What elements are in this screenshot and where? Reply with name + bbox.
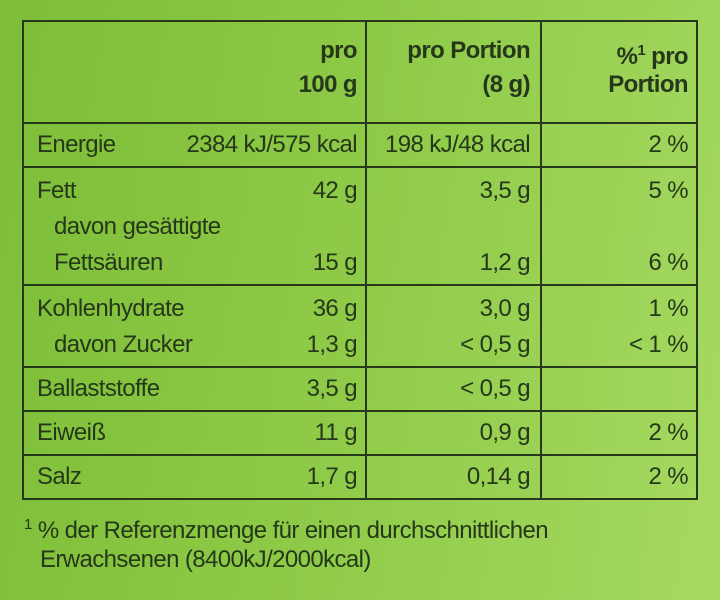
per-portion: 198 kJ/48 kcal <box>384 131 531 158</box>
row-label: Salz <box>37 463 82 490</box>
per-100g: 36 g <box>312 295 358 322</box>
row-line <box>24 454 696 456</box>
footnote-text: % der Referenzmenge für einen durchschni… <box>31 517 549 544</box>
per-100g: 42 g <box>312 177 358 204</box>
percent: 2 % <box>648 463 688 490</box>
footnote-mark: 1 <box>24 516 32 533</box>
row-line <box>24 284 696 286</box>
percent: 2 % <box>648 419 688 446</box>
column-line <box>540 22 542 498</box>
header-per-portion: (8 g) <box>482 71 530 98</box>
header-percent-part: pro <box>645 43 688 70</box>
per-portion: 3,0 g <box>479 295 531 322</box>
percent: < 1 % <box>628 331 689 358</box>
header-per-portion: pro Portion <box>407 37 530 64</box>
row-label: Fettsäuren <box>54 249 163 276</box>
per-100g: 2384 kJ/575 kcal <box>186 131 357 158</box>
per-portion: 3,5 g <box>479 177 531 204</box>
percent: 6 % <box>648 249 688 276</box>
per-100g: 1,3 g <box>306 331 358 358</box>
header-per-100g: pro <box>320 37 357 64</box>
percent: 5 % <box>648 177 688 204</box>
per-portion: 0,14 g <box>466 463 531 490</box>
per-100g: 1,7 g <box>306 463 358 490</box>
header-percent: Portion <box>608 71 688 98</box>
footnote-text: Erwachsenen (8400kJ/2000kcal) <box>40 546 371 573</box>
nutrition-table: pro 100 g pro Portion (8 g) %1 pro Portion Ene… <box>22 20 698 500</box>
row-label: Eiweiß <box>37 419 106 446</box>
row-label: Energie <box>37 131 116 158</box>
column-line <box>365 22 367 498</box>
header-percent: %1 pro <box>616 34 689 74</box>
row-label: Kohlenhydrate <box>37 295 185 322</box>
per-portion: < 0,5 g <box>460 331 530 358</box>
row-line <box>24 122 696 124</box>
row-label: davon Zucker <box>54 331 193 358</box>
header-percent-part: % <box>616 43 638 70</box>
per-portion: < 0,5 g <box>460 375 530 402</box>
per-portion: 1,2 g <box>479 249 531 276</box>
footnote: 1 % der Referenzmenge für einen durchsch… <box>24 508 549 548</box>
per-100g: 11 g <box>314 419 357 446</box>
row-line <box>24 166 696 168</box>
row-label: davon gesättigte <box>54 213 221 240</box>
row-label: Fett <box>37 177 77 204</box>
row-label: Ballaststoffe <box>37 375 160 402</box>
header-percent-part: 1 <box>637 42 646 59</box>
per-100g: 3,5 g <box>306 375 358 402</box>
row-line <box>24 410 696 412</box>
per-100g: 15 g <box>312 249 358 276</box>
header-per-100g: 100 g <box>298 71 358 98</box>
percent: 1 % <box>648 295 688 322</box>
row-line <box>24 366 696 368</box>
percent: 2 % <box>648 131 688 158</box>
per-portion: 0,9 g <box>479 419 531 446</box>
